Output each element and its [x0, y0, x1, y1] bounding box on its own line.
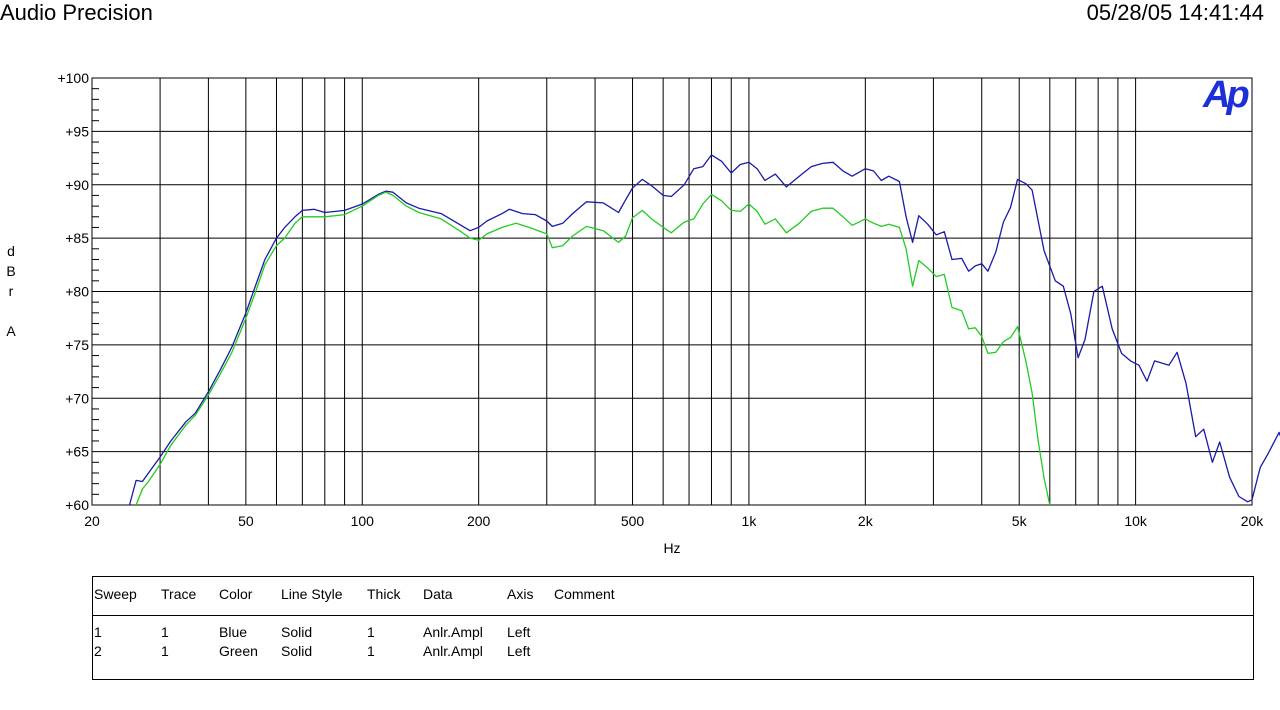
- y-tick-label: +80: [65, 284, 89, 300]
- legend-header-comment: Comment: [554, 586, 615, 602]
- legend-cell-axis: Left: [507, 624, 531, 640]
- x-tick-label: 5k: [1012, 513, 1028, 529]
- legend-cell-color: Green: [219, 643, 258, 659]
- legend-cell-color: Blue: [219, 624, 248, 640]
- x-tick-label: 50: [238, 513, 254, 529]
- x-tick-label: 200: [467, 513, 491, 529]
- grid-major-lines: [92, 77, 1252, 506]
- y-axis-label-char: d: [7, 243, 15, 259]
- legend-cell-data: Anlr.Ampl: [423, 643, 483, 659]
- legend-cell-line-style: Solid: [281, 643, 313, 659]
- x-tick-labels: 20 50 100 200 500 1k 2k 5k 10k 20k: [84, 513, 1264, 529]
- y-tick-label: +85: [65, 230, 89, 246]
- legend-header-line-style: Line Style: [281, 586, 343, 602]
- app-title: Audio Precision: [0, 0, 153, 25]
- y-axis-label-char: B: [6, 263, 15, 279]
- legend-header-data: Data: [423, 586, 453, 602]
- y-tick-label: +70: [65, 390, 89, 406]
- legend-cell-axis: Left: [507, 643, 531, 659]
- y-tick-label: +100: [57, 70, 89, 86]
- x-tick-label: 500: [621, 513, 645, 529]
- legend-cell-trace: 1: [161, 624, 169, 640]
- legend-header-trace: Trace: [161, 586, 197, 602]
- y-axis-label: dBr A: [6, 243, 16, 339]
- y-tick-label: +95: [65, 123, 89, 139]
- legend-row-sweep-1: 1 1 Blue Solid 1 Anlr.Ampl Left: [93, 624, 1253, 643]
- y-axis-label-char: r: [9, 283, 14, 299]
- y-axis-label-char: A: [6, 323, 16, 339]
- ap-logo: Ap: [1203, 74, 1250, 116]
- series-layer: [128, 154, 1280, 506]
- y-tick-labels: +100 +95 +90 +85 +80 +75 +70 +65 +60: [57, 70, 89, 513]
- x-tick-label: 10k: [1124, 513, 1148, 529]
- timestamp: 05/28/05 14:41:44: [1086, 0, 1264, 25]
- legend-cell-line-style: Solid: [281, 624, 313, 640]
- legend-cell-sweep: 1: [94, 624, 102, 640]
- x-axis-label: Hz: [663, 540, 680, 556]
- plot-frame: [91, 77, 1253, 506]
- y-tick-label: +60: [65, 497, 89, 513]
- legend-header-color: Color: [219, 586, 253, 602]
- legend-header-axis: Axis: [507, 586, 534, 602]
- legend-header: Sweep Trace Color Line Style Thick Data …: [93, 577, 1253, 616]
- legend-header-sweep: Sweep: [94, 586, 137, 602]
- legend-cell-trace: 1: [161, 643, 169, 659]
- legend-table: Sweep Trace Color Line Style Thick Data …: [92, 576, 1254, 680]
- legend-header-thick: Thick: [367, 586, 401, 602]
- y-tick-label: +75: [65, 337, 89, 353]
- x-tick-label: 20: [84, 513, 100, 529]
- legend-cell-thick: 1: [367, 624, 375, 640]
- series-line-1: [128, 154, 1280, 506]
- series-line-2: [135, 191, 1051, 506]
- y-tick-label: +65: [65, 444, 89, 460]
- x-tick-label: 1k: [742, 513, 758, 529]
- legend-cell-sweep: 2: [94, 643, 102, 659]
- legend-cell-data: Anlr.Ampl: [423, 624, 483, 640]
- y-tick-label: +90: [65, 177, 89, 193]
- x-tick-label: 2k: [858, 513, 874, 529]
- x-tick-label: 100: [351, 513, 375, 529]
- legend-cell-thick: 1: [367, 643, 375, 659]
- legend-row-sweep-2: 2 1 Green Solid 1 Anlr.Ampl Left: [93, 643, 1253, 662]
- grid-minor-lines: [92, 88, 99, 495]
- x-tick-label: 20k: [1241, 513, 1265, 529]
